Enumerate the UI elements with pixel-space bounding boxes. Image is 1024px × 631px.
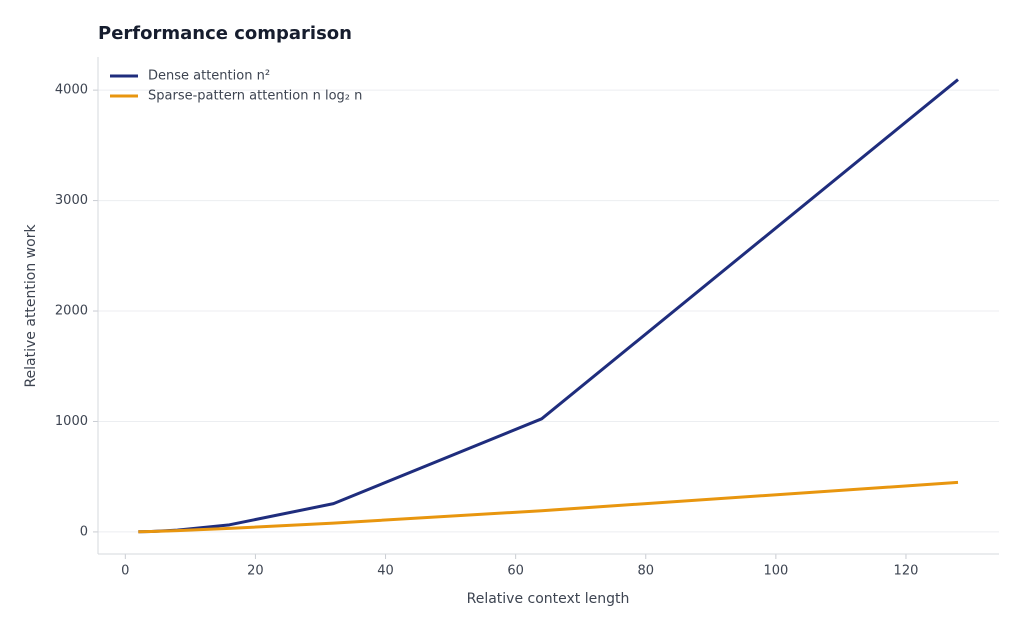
x-tick-label: 60 (507, 564, 524, 579)
y-tick-label: 3000 (55, 193, 88, 208)
x-tick-label: 120 (894, 564, 919, 579)
x-tick-label: 80 (637, 564, 654, 579)
data-line (138, 480, 959, 534)
legend-label: Sparse-pattern attention n log₂ n (148, 89, 362, 104)
x-tick-label: 0 (121, 564, 129, 579)
y-tick-label: 2000 (55, 304, 88, 319)
chart-title: Performance comparison (98, 23, 352, 44)
x-tick-label: 100 (763, 564, 788, 579)
y-tick-label: 0 (80, 524, 88, 539)
legend-label: Dense attention n² (148, 69, 270, 84)
y-tick-label: 1000 (55, 414, 88, 429)
x-tick-label: 20 (247, 564, 264, 579)
y-axis-label: Relative attention work (23, 224, 39, 388)
data-line (138, 78, 959, 534)
x-tick-label: 40 (377, 564, 394, 579)
x-axis-label: Relative context length (467, 591, 630, 607)
y-tick-label: 4000 (55, 83, 88, 98)
